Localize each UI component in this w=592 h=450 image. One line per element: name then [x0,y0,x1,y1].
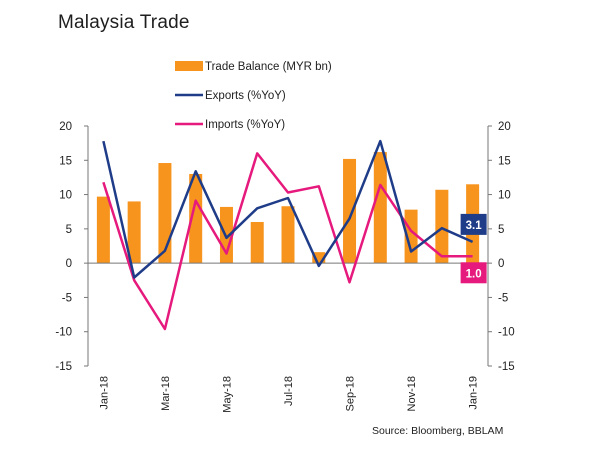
legend-swatch-trade-balance [175,61,203,71]
y-tick-label-right: 0 [498,258,504,270]
y-tick-label-right: -10 [498,327,515,339]
end-label-box-imports [460,262,487,284]
bar-trade-balance [96,196,110,264]
bar-trade-balance [343,158,357,264]
y-tick-label-left: 10 [59,190,72,202]
end-label-imports: 1.0 [466,268,482,280]
x-tick-label: Jan-19 [468,376,480,410]
y-tick-label-right: 10 [498,190,511,202]
y-tick-label-left: -10 [55,327,72,339]
x-tick-label: Mar-18 [160,376,172,411]
bar-trade-balance [435,189,449,264]
y-tick-label-left: 0 [66,258,72,270]
y-tick-label-right: 15 [498,155,511,167]
x-tick-label: Sep-18 [345,376,357,411]
y-tick-label-right: -5 [498,292,508,304]
y-tick-label-left: -15 [55,361,72,373]
bar-trade-balance [158,163,172,264]
end-label-exports: 3.1 [466,220,483,232]
x-tick-label: May-18 [221,376,233,413]
source-note: Source: Bloomberg, BBLAM [372,425,504,437]
y-tick-label-left: 20 [59,121,72,133]
bar-trade-balance [312,252,326,264]
line-exports [102,139,474,279]
y-tick-label-left: -5 [62,292,72,304]
y-tick-label-left: 5 [66,224,72,236]
x-tick-label: Jan-18 [98,376,110,410]
legend-label-imports: Imports (%YoY) [205,119,285,131]
end-label-box-exports [460,213,487,235]
bar-trade-balance [281,206,295,264]
bar-trade-balance [250,222,264,264]
legend-label-trade-balance: Trade Balance (MYR bn) [205,61,332,73]
x-tick-label: Jul-18 [283,376,295,406]
plot-area: 20 20 15 15 10 10 5 5 0 0 -5 -5 -10 -10 -15 -15 Jan-18 Ma… [55,121,514,413]
y-tick-label-right: 5 [498,224,504,236]
bar-trade-balance [127,201,141,264]
y-tick-label-right: 20 [498,121,511,133]
x-tick-label: Nov-18 [406,376,418,411]
chart-title: Malaysia Trade [58,12,190,33]
legend-label-exports: Exports (%YoY) [205,90,286,102]
line-imports [102,152,473,331]
bar-trade-balance [373,152,387,264]
y-tick-label-left: 15 [59,155,72,167]
legend: Trade Balance (MYR bn) Exports (%YoY) Im… [175,61,332,131]
bar-trade-balance [189,174,203,264]
y-tick-label-right: -15 [498,361,515,373]
